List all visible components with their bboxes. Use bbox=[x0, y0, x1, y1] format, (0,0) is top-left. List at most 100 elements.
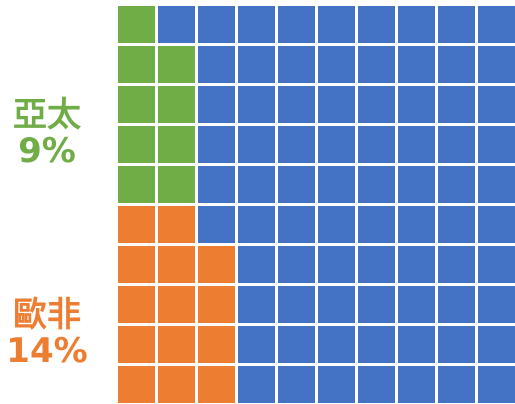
waffle-cell-emea bbox=[158, 246, 195, 283]
waffle-cell-apac bbox=[118, 86, 155, 123]
waffle-cell-apac bbox=[118, 46, 155, 83]
apac-name: 亞太 bbox=[13, 95, 81, 135]
waffle-cell-other bbox=[198, 46, 235, 83]
waffle-cell-other bbox=[478, 206, 515, 243]
waffle-cell-emea bbox=[158, 286, 195, 323]
waffle-cell-other bbox=[278, 166, 315, 203]
waffle-cell-emea bbox=[158, 326, 195, 363]
waffle-cell-emea bbox=[198, 366, 235, 403]
waffle-cell-other bbox=[278, 366, 315, 403]
waffle-cell-other bbox=[238, 166, 275, 203]
waffle-cell-other bbox=[238, 366, 275, 403]
waffle-cell-other bbox=[158, 6, 195, 43]
waffle-cell-emea bbox=[198, 246, 235, 283]
waffle-cell-other bbox=[398, 286, 435, 323]
waffle-cell-other bbox=[238, 46, 275, 83]
waffle-cell-other bbox=[438, 206, 475, 243]
waffle-cell-other bbox=[278, 126, 315, 163]
waffle-cell-other bbox=[318, 326, 355, 363]
waffle-cell-other bbox=[438, 6, 475, 43]
waffle-cell-other bbox=[278, 6, 315, 43]
waffle-cell-other bbox=[438, 286, 475, 323]
waffle-cell-emea bbox=[118, 326, 155, 363]
waffle-cell-apac bbox=[118, 166, 155, 203]
waffle-cell-other bbox=[478, 166, 515, 203]
waffle-cell-other bbox=[318, 366, 355, 403]
waffle-cell-apac bbox=[158, 126, 195, 163]
waffle-cell-other bbox=[358, 246, 395, 283]
waffle-cell-other bbox=[318, 86, 355, 123]
emea-label: 歐非 14% bbox=[2, 295, 92, 371]
waffle-cell-other bbox=[438, 326, 475, 363]
waffle-cell-other bbox=[238, 86, 275, 123]
waffle-cell-other bbox=[238, 6, 275, 43]
waffle-cell-other bbox=[318, 126, 355, 163]
waffle-cell-emea bbox=[118, 366, 155, 403]
waffle-cell-other bbox=[278, 286, 315, 323]
waffle-cell-other bbox=[358, 166, 395, 203]
waffle-cell-other bbox=[358, 6, 395, 43]
waffle-cell-other bbox=[198, 126, 235, 163]
waffle-cell-other bbox=[278, 246, 315, 283]
waffle-cell-other bbox=[478, 286, 515, 323]
waffle-cell-other bbox=[398, 46, 435, 83]
waffle-cell-other bbox=[238, 326, 275, 363]
waffle-cell-apac bbox=[118, 126, 155, 163]
waffle-cell-other bbox=[398, 206, 435, 243]
waffle-cell-other bbox=[318, 286, 355, 323]
waffle-cell-other bbox=[198, 6, 235, 43]
emea-percent: 14% bbox=[6, 330, 88, 371]
waffle-cell-apac bbox=[118, 6, 155, 43]
waffle-cell-other bbox=[318, 6, 355, 43]
waffle-cell-other bbox=[278, 46, 315, 83]
waffle-cell-apac bbox=[158, 166, 195, 203]
waffle-cell-emea bbox=[118, 286, 155, 323]
waffle-cell-emea bbox=[158, 366, 195, 403]
waffle-cell-other bbox=[318, 166, 355, 203]
waffle-cell-other bbox=[478, 246, 515, 283]
waffle-cell-other bbox=[358, 326, 395, 363]
waffle-cell-other bbox=[398, 246, 435, 283]
apac-percent: 9% bbox=[18, 130, 76, 171]
waffle-cell-other bbox=[278, 206, 315, 243]
waffle-cell-other bbox=[438, 246, 475, 283]
waffle-cell-other bbox=[438, 126, 475, 163]
waffle-cell-other bbox=[398, 366, 435, 403]
waffle-cell-other bbox=[278, 86, 315, 123]
emea-name: 歐非 bbox=[13, 295, 81, 335]
waffle-cell-other bbox=[358, 126, 395, 163]
waffle-cell-apac bbox=[158, 86, 195, 123]
waffle-cell-other bbox=[238, 246, 275, 283]
waffle-cell-other bbox=[478, 126, 515, 163]
waffle-cell-other bbox=[318, 46, 355, 83]
waffle-cell-other bbox=[438, 86, 475, 123]
waffle-cell-other bbox=[478, 86, 515, 123]
apac-label: 亞太 9% bbox=[2, 95, 92, 171]
waffle-cell-other bbox=[398, 6, 435, 43]
waffle-cell-other bbox=[398, 126, 435, 163]
waffle-cell-other bbox=[198, 166, 235, 203]
waffle-cell-other bbox=[398, 86, 435, 123]
waffle-cell-other bbox=[358, 206, 395, 243]
waffle-cell-other bbox=[358, 46, 395, 83]
waffle-cell-other bbox=[278, 326, 315, 363]
waffle-cell-other bbox=[318, 206, 355, 243]
waffle-cell-emea bbox=[198, 286, 235, 323]
waffle-cell-emea bbox=[118, 246, 155, 283]
waffle-cell-other bbox=[358, 86, 395, 123]
waffle-cell-other bbox=[318, 246, 355, 283]
waffle-cell-emea bbox=[198, 326, 235, 363]
waffle-cell-other bbox=[398, 166, 435, 203]
waffle-cell-other bbox=[478, 366, 515, 403]
waffle-cell-other bbox=[478, 326, 515, 363]
waffle-cell-other bbox=[238, 286, 275, 323]
waffle-cell-other bbox=[358, 286, 395, 323]
waffle-cell-other bbox=[438, 166, 475, 203]
waffle-cell-other bbox=[438, 366, 475, 403]
waffle-cell-other bbox=[198, 86, 235, 123]
waffle-cell-other bbox=[358, 366, 395, 403]
waffle-cell-other bbox=[478, 6, 515, 43]
waffle-cell-other bbox=[478, 46, 515, 83]
waffle-cell-emea bbox=[158, 206, 195, 243]
